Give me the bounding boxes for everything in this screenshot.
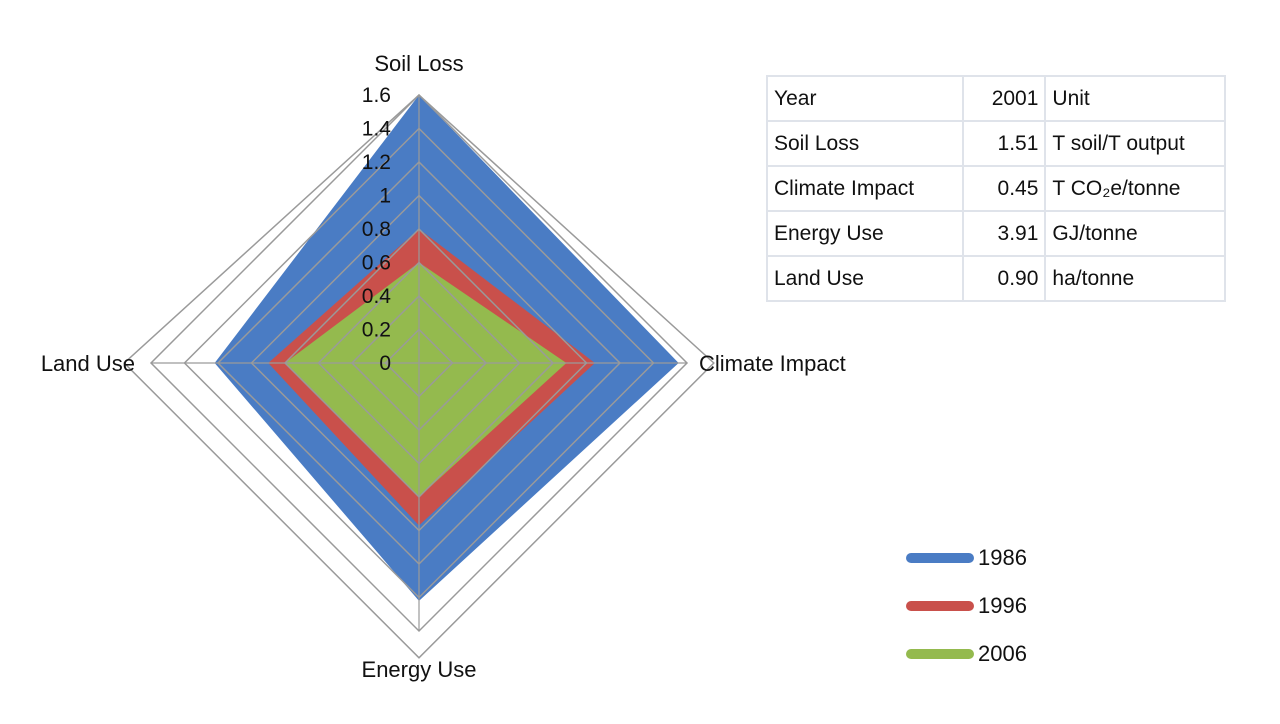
legend-label: 1996 (978, 593, 1027, 618)
axis-label: Energy Use (362, 657, 477, 682)
table-row: Energy Use 3.91 GJ/tonne (766, 210, 1226, 257)
tick-label: 0.2 (362, 319, 391, 342)
axis-label: Climate Impact (699, 351, 846, 376)
tick-label: 1.6 (362, 84, 391, 107)
table-cell-label: Land Use (766, 255, 964, 302)
table-row: Climate Impact 0.45 T CO₂e/tonne (766, 165, 1226, 212)
legend-item: 1986 (906, 534, 1027, 582)
legend-item: 2006 (906, 630, 1027, 678)
table-row: Year 2001 Unit (766, 75, 1226, 122)
table-cell-label: Energy Use (766, 210, 964, 257)
series-area-2006 (285, 262, 567, 497)
chart-legend: 1986 1996 2006 (906, 534, 1027, 678)
table-cell-label: Year (766, 75, 964, 122)
table-cell-value: 3.91 (961, 210, 1047, 257)
tick-label: 0.6 (362, 252, 391, 275)
table-row: Soil Loss 1.51 T soil/T output (766, 120, 1226, 167)
legend-swatch (906, 601, 974, 611)
outer-frame (123, 93, 715, 659)
table-cell-value: 2001 (961, 75, 1047, 122)
table-cell-unit: T CO₂e/tonne (1044, 165, 1226, 212)
table-cell-unit: ha/tonne (1044, 255, 1226, 302)
tick-label: 1.4 (362, 118, 392, 141)
legend-item: 1996 (906, 582, 1027, 630)
legend-swatch (906, 649, 974, 659)
axis-label: Soil Loss (374, 51, 463, 76)
summary-table: Year 2001 Unit Soil Loss 1.51 T soil/T o… (766, 75, 1226, 302)
table-cell-value: 1.51 (961, 120, 1047, 167)
tick-label: 0 (379, 352, 391, 375)
table-cell-value: 0.45 (961, 165, 1047, 212)
tick-label: 0.4 (362, 285, 392, 308)
tick-label: 0.8 (362, 218, 391, 241)
legend-swatch (906, 553, 974, 563)
legend-label: 2006 (978, 641, 1027, 666)
table-cell-unit: GJ/tonne (1044, 210, 1226, 257)
table-cell-label: Climate Impact (766, 165, 964, 212)
tick-label: 1 (379, 185, 391, 208)
tick-label: 1.2 (362, 151, 391, 174)
axis-label: Land Use (41, 351, 135, 376)
table-cell-unit: Unit (1044, 75, 1226, 122)
legend-label: 1986 (978, 545, 1027, 570)
table-cell-unit: T soil/T output (1044, 120, 1226, 167)
table-row: Land Use 0.90 ha/tonne (766, 255, 1226, 302)
table-cell-label: Soil Loss (766, 120, 964, 167)
table-cell-value: 0.90 (961, 255, 1047, 302)
